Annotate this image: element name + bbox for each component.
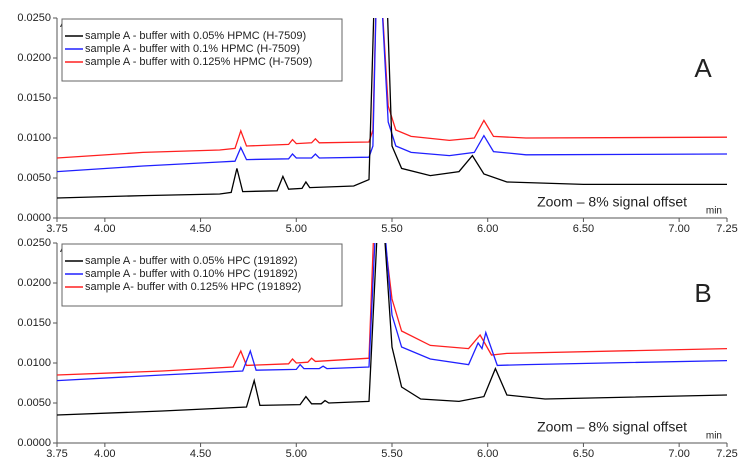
- legend-label: sample A - buffer with 0.10% HPC (191892…: [85, 268, 298, 280]
- annotation: Zoom – 8% signal offset: [537, 194, 687, 210]
- x-tick-label: 6.50: [573, 223, 594, 235]
- y-tick-label: 0.0150: [17, 92, 51, 104]
- y-tick-label: 0.0050: [17, 172, 51, 184]
- y-tick-label: 0.0200: [17, 277, 51, 289]
- panel-label: A: [694, 53, 712, 83]
- x-tick-label: 3.75: [46, 223, 67, 235]
- series-line: [57, 18, 727, 199]
- x-tick-label: 5.50: [381, 448, 402, 460]
- legend-label: sample A - buffer with 0.05% HPC (191892…: [85, 255, 298, 267]
- legend-label: sample A - buffer with 0.125% HPMC (H-75…: [85, 56, 312, 68]
- x-axis-label: min: [706, 431, 722, 442]
- y-tick-label: 0.0050: [17, 397, 51, 409]
- panel: 0.0000 0.0050 0.0100 0.0150 0.0200 0.0250 3.75…: [17, 237, 737, 460]
- x-tick-label: 4.50: [190, 448, 211, 460]
- legend-label: sample A - buffer with 0.1% HPMC (H-7509…: [85, 43, 300, 55]
- series-line: [57, 18, 727, 159]
- x-tick-label: 6.00: [477, 223, 498, 235]
- series-line: [57, 243, 727, 382]
- y-tick-label: 0.0100: [17, 132, 51, 144]
- panel: 0.0000 0.0050 0.0100 0.0150 0.0200 0.0250 3.75…: [17, 12, 737, 235]
- x-axis-label: min: [706, 206, 722, 217]
- x-tick-label: 4.00: [94, 223, 115, 235]
- series-line: [57, 243, 727, 416]
- x-tick-label: 4.50: [190, 223, 211, 235]
- x-tick-label: 7.00: [668, 223, 689, 235]
- x-tick-label: 5.50: [381, 223, 402, 235]
- legend-label: sample A - buffer with 0.05% HPMC (H-750…: [85, 30, 306, 42]
- series-line: [57, 243, 727, 376]
- x-tick-label: 7.00: [668, 448, 689, 460]
- panel-label: B: [694, 278, 711, 308]
- y-tick-label: 0.0000: [17, 437, 51, 449]
- annotation: Zoom – 8% signal offset: [537, 419, 687, 435]
- legend-label: sample A- buffer with 0.125% HPC (191892…: [85, 281, 301, 293]
- x-tick-label: 5.00: [286, 448, 307, 460]
- x-tick-label: 3.75: [46, 448, 67, 460]
- x-tick-label: 5.00: [286, 223, 307, 235]
- y-tick-label: 0.0000: [17, 212, 51, 224]
- x-tick-label: 6.50: [573, 448, 594, 460]
- y-tick-label: 0.0250: [17, 237, 51, 249]
- x-tick-label: 4.00: [94, 448, 115, 460]
- y-tick-label: 0.0150: [17, 317, 51, 329]
- y-tick-label: 0.0200: [17, 52, 51, 64]
- x-tick-label: 7.25: [716, 448, 737, 460]
- y-tick-label: 0.0100: [17, 357, 51, 369]
- x-tick-label: 7.25: [716, 223, 737, 235]
- y-tick-label: 0.0250: [17, 12, 51, 24]
- legend-box: [61, 243, 343, 307]
- x-tick-label: 6.00: [477, 448, 498, 460]
- legend-box: [61, 18, 343, 82]
